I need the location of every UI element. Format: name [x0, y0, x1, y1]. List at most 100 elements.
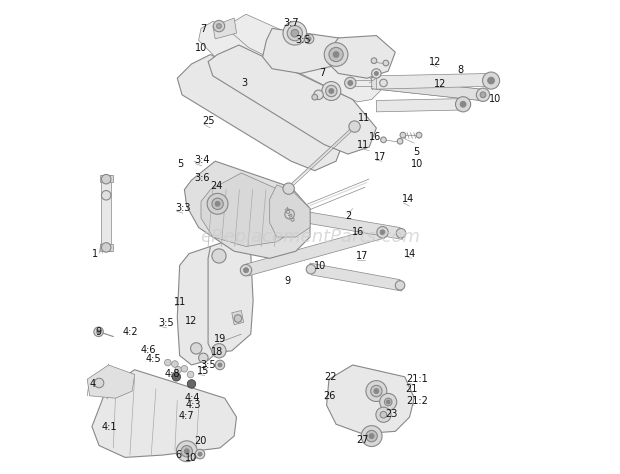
Text: 19: 19 — [215, 334, 226, 344]
Circle shape — [371, 69, 381, 78]
Polygon shape — [208, 239, 253, 353]
Polygon shape — [232, 310, 244, 325]
Circle shape — [397, 138, 403, 144]
Circle shape — [207, 193, 228, 214]
Circle shape — [198, 353, 208, 363]
Text: 3:5: 3:5 — [200, 360, 216, 370]
Text: 14: 14 — [404, 248, 416, 259]
Circle shape — [379, 393, 397, 410]
Text: 21: 21 — [405, 383, 417, 394]
Circle shape — [304, 34, 314, 44]
Circle shape — [212, 344, 226, 358]
Circle shape — [361, 426, 382, 447]
Text: 24: 24 — [210, 181, 223, 191]
Circle shape — [416, 132, 422, 138]
Circle shape — [379, 79, 388, 87]
Circle shape — [215, 201, 220, 206]
Text: 5: 5 — [177, 159, 184, 170]
Text: 10: 10 — [185, 453, 197, 464]
Circle shape — [307, 37, 311, 41]
Text: 21:1: 21:1 — [407, 374, 428, 384]
Circle shape — [312, 94, 317, 100]
Text: 7: 7 — [319, 68, 326, 79]
Circle shape — [94, 378, 104, 388]
Text: 3:5: 3:5 — [295, 35, 311, 46]
Circle shape — [216, 24, 221, 28]
Circle shape — [374, 389, 379, 393]
Polygon shape — [177, 55, 343, 171]
Circle shape — [396, 228, 405, 238]
Text: 17: 17 — [374, 152, 386, 163]
Text: 27: 27 — [356, 435, 369, 445]
Circle shape — [370, 434, 374, 438]
Circle shape — [377, 227, 388, 238]
Circle shape — [213, 20, 224, 32]
Polygon shape — [327, 365, 414, 434]
Circle shape — [384, 398, 392, 406]
Circle shape — [187, 371, 194, 378]
Text: 11: 11 — [357, 139, 370, 150]
Text: 18: 18 — [210, 346, 223, 357]
Polygon shape — [329, 36, 396, 78]
Text: 3:7: 3:7 — [283, 18, 299, 28]
Circle shape — [349, 121, 360, 132]
Circle shape — [488, 77, 494, 84]
Text: 12: 12 — [428, 56, 441, 67]
Circle shape — [314, 90, 323, 100]
Polygon shape — [208, 45, 376, 154]
Text: 9: 9 — [95, 327, 102, 337]
Text: 3: 3 — [241, 78, 247, 88]
Circle shape — [386, 400, 390, 404]
Circle shape — [102, 243, 111, 252]
Text: 7: 7 — [200, 24, 206, 35]
Circle shape — [212, 249, 226, 263]
Text: 11: 11 — [174, 297, 186, 308]
Text: 14: 14 — [402, 194, 414, 204]
Text: 5: 5 — [414, 146, 420, 157]
Circle shape — [322, 82, 341, 100]
Text: 3:6: 3:6 — [194, 173, 210, 183]
Text: eReplacementParts.com: eReplacementParts.com — [200, 228, 420, 246]
Circle shape — [329, 47, 343, 62]
Text: 20: 20 — [194, 436, 206, 446]
Circle shape — [164, 359, 171, 366]
Circle shape — [329, 89, 334, 93]
Polygon shape — [371, 77, 480, 100]
Circle shape — [383, 60, 389, 66]
Polygon shape — [263, 28, 348, 73]
Circle shape — [381, 137, 386, 143]
Circle shape — [94, 327, 104, 337]
Polygon shape — [100, 175, 113, 182]
Circle shape — [371, 58, 377, 64]
Circle shape — [218, 363, 222, 367]
Circle shape — [190, 343, 202, 354]
Circle shape — [324, 43, 348, 66]
Text: 8: 8 — [457, 65, 463, 75]
Circle shape — [396, 281, 405, 290]
Circle shape — [212, 198, 223, 210]
Circle shape — [285, 210, 294, 219]
Text: 4:8: 4:8 — [164, 369, 180, 380]
Text: 4:4: 4:4 — [184, 393, 200, 403]
Polygon shape — [100, 244, 113, 251]
Polygon shape — [87, 365, 135, 398]
Text: 12: 12 — [434, 79, 446, 90]
Circle shape — [476, 88, 490, 101]
Text: 17: 17 — [356, 251, 369, 261]
Text: 4:2: 4:2 — [123, 327, 138, 337]
Circle shape — [283, 21, 307, 45]
Polygon shape — [177, 246, 232, 365]
Circle shape — [287, 26, 303, 41]
Circle shape — [198, 452, 202, 456]
Circle shape — [482, 72, 500, 89]
Circle shape — [184, 449, 189, 454]
Text: 21:2: 21:2 — [407, 395, 428, 406]
Text: 16: 16 — [370, 131, 381, 142]
Circle shape — [283, 183, 294, 194]
Polygon shape — [376, 99, 464, 112]
Circle shape — [172, 373, 180, 381]
Circle shape — [345, 77, 356, 89]
Polygon shape — [270, 185, 310, 237]
Text: 10: 10 — [314, 261, 326, 272]
Text: 15: 15 — [197, 366, 209, 376]
